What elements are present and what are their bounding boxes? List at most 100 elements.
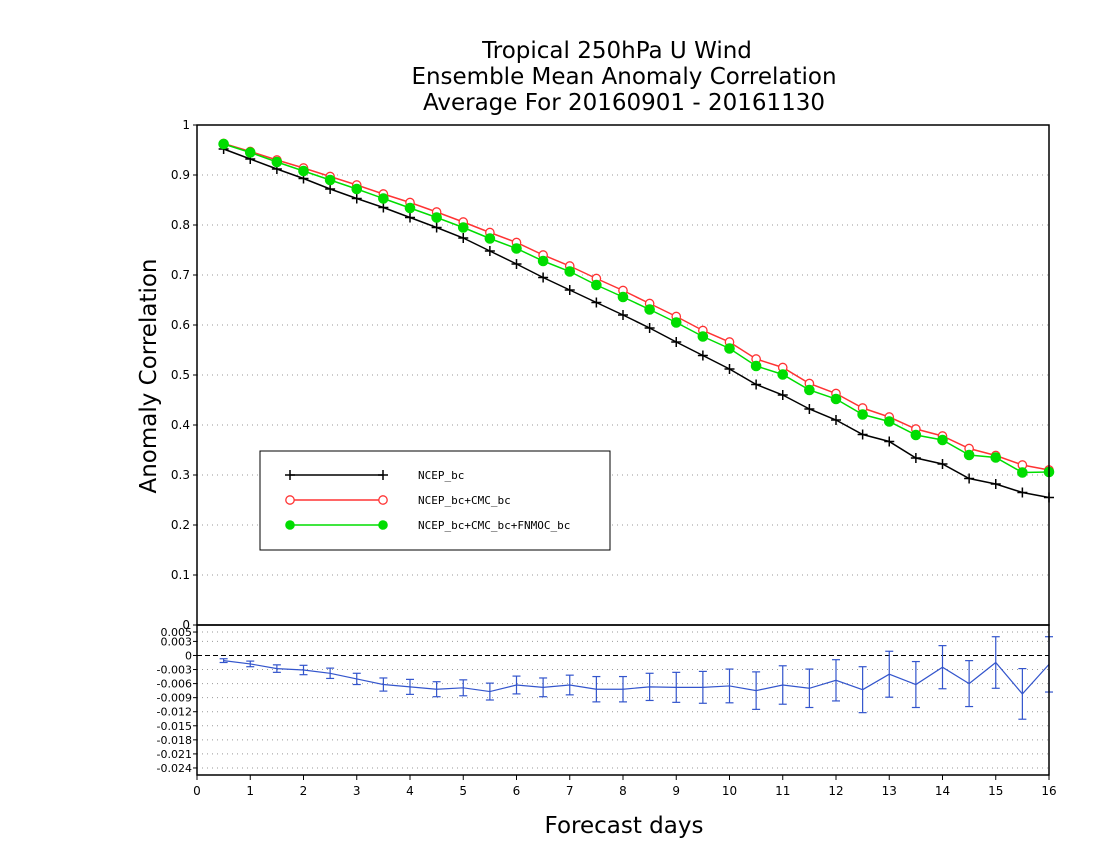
x-tick-label: 6: [513, 784, 521, 798]
series-3-point: [883, 416, 895, 427]
bottom-y-tick-label: 0.005: [161, 626, 193, 639]
series-3-point: [244, 147, 256, 158]
x-tick-label: 12: [828, 784, 843, 798]
x-tick-label: 16: [1041, 784, 1056, 798]
series-3-point: [804, 384, 815, 396]
x-tick-label: 3: [353, 784, 361, 798]
series-3-point: [511, 243, 522, 254]
legend-marker-3: [285, 520, 295, 530]
series-3-point: [777, 369, 789, 380]
series-3-point: [457, 222, 469, 233]
top-y-tick-label: 0.6: [171, 318, 190, 332]
series-1-point: [884, 436, 895, 447]
series-1-point: [591, 297, 602, 308]
legend-marker-1: [378, 470, 388, 480]
series-3-point: [644, 304, 655, 315]
top-y-tick-label: 0.8: [171, 218, 190, 232]
series-1-point: [697, 350, 708, 361]
series-3-point: [1017, 467, 1028, 478]
top-y-tick-label: 1: [182, 118, 190, 132]
bottom-y-tick-label: -0.015: [157, 720, 192, 733]
chart-title-line-1: Tropical 250hPa U Wind: [481, 38, 752, 64]
bottom-series-group: [219, 636, 1053, 720]
series-3-point: [937, 434, 948, 446]
x-tick-label: 14: [935, 784, 950, 798]
top-y-tick-label: 0.9: [171, 168, 190, 182]
series-3-point: [697, 331, 709, 342]
top-series-group: [218, 138, 1055, 503]
x-axis-label: Forecast days: [545, 813, 704, 839]
chart-title: Tropical 250hPa U Wind Ensemble Mean Ano…: [411, 38, 836, 116]
series-3-point: [724, 343, 735, 354]
x-tick-label: 5: [459, 784, 467, 798]
legend-label-2: NCEP_bc+CMC_bc: [418, 494, 511, 507]
series-line-2: [223, 142, 1050, 471]
series-3-point: [404, 202, 416, 214]
x-tick-label: 15: [988, 784, 1003, 798]
series-3-point: [324, 174, 336, 186]
series-3-point: [484, 233, 496, 244]
x-tick-label: 8: [619, 784, 627, 798]
series-3-point: [537, 255, 549, 267]
series-1-point: [1017, 487, 1028, 498]
bottom-y-tick-label: -0.012: [157, 706, 192, 719]
legend-marker-2: [285, 495, 295, 505]
series-1-point: [964, 473, 975, 484]
bottom-y-tick-label: -0.006: [157, 678, 192, 691]
series-3-point: [218, 138, 229, 150]
legend-label-3: NCEP_bc+CMC_bc+FNMOC_bc: [418, 519, 570, 532]
series-1-point: [378, 202, 389, 213]
series-3-point: [271, 156, 283, 168]
series-1-point: [511, 259, 522, 269]
bottom-y-tick-label: -0.018: [157, 734, 192, 747]
bottom-y-tick-label: 0: [185, 649, 192, 662]
series-3-point: [591, 279, 602, 291]
series-3-point: [857, 409, 868, 420]
legend-label-1: NCEP_bc: [418, 469, 464, 482]
difference-line: [223, 660, 1050, 695]
series-3-point: [431, 212, 442, 223]
x-tick-label: 0: [193, 784, 201, 798]
series-1-point: [937, 459, 948, 469]
series-3-point: [564, 266, 576, 277]
anomaly-correlation-panel: 0 0.1 0.2 0.3 0.4 0.5 0.6 0.7 0.8 0.9 1: [171, 118, 1055, 632]
series-3-point: [670, 317, 682, 328]
series-1-point: [431, 222, 442, 233]
top-y-tick-label: 0.1: [171, 568, 190, 582]
series-1-point: [618, 310, 628, 320]
series-3-point: [617, 291, 629, 303]
legend: NCEP_bc NCEP_bc+CMC_bc NCEP_bc+CMC_bc+FNMO…: [259, 450, 611, 551]
series-1-point: [538, 272, 549, 283]
x-tick-label: 11: [775, 784, 790, 798]
series-1-point: [910, 453, 921, 463]
series-1-point: [724, 364, 735, 374]
x-axis-ticks: 0 1 2 3 4 5 6 7 8 9 10 11 12 13 14 15 16: [193, 775, 1057, 798]
series-1-point: [751, 379, 762, 390]
x-tick-label: 7: [566, 784, 574, 798]
series-1-point: [671, 337, 682, 347]
top-y-tick-label: 0.3: [171, 468, 190, 482]
series-3-point: [830, 393, 842, 405]
x-tick-label: 1: [246, 784, 254, 798]
difference-panel: 0.0050.0030-0.003-0.006-0.009-0.012-0.01…: [157, 624, 1053, 776]
top-y-tick-label: 0.5: [171, 368, 190, 382]
bottom-y-ticks: 0.0050.0030-0.003-0.006-0.009-0.012-0.01…: [157, 626, 197, 775]
bottom-y-tick-label: 0.003: [161, 635, 193, 648]
x-tick-label: 9: [672, 784, 680, 798]
series-3-point: [990, 452, 1002, 463]
series-1-point: [351, 193, 362, 204]
series-line-3: [223, 143, 1050, 474]
chart-title-line-2: Ensemble Mean Anomaly Correlation: [411, 64, 836, 90]
bottom-y-tick-label: -0.003: [157, 664, 192, 677]
series-3-point: [298, 165, 309, 177]
top-y-tick-label: 0.4: [171, 418, 190, 432]
series-1-point: [458, 233, 469, 243]
chart-title-line-3: Average For 20160901 - 20161130: [423, 90, 825, 116]
legend-marker-3: [378, 520, 388, 530]
top-y-ticks: 0 0.1 0.2 0.3 0.4 0.5 0.6 0.7 0.8 0.9 1: [171, 118, 197, 632]
series-3-point: [910, 429, 922, 441]
legend-marker-1: [285, 470, 295, 480]
legend-marker-2: [378, 495, 388, 505]
series-3-point: [750, 360, 762, 372]
